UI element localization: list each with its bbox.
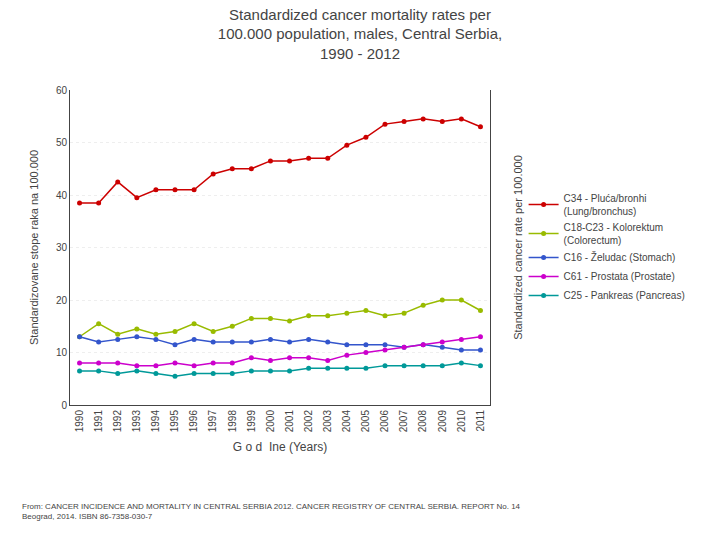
svg-text:2005: 2005 [360, 410, 371, 433]
svg-text:1990: 1990 [74, 410, 85, 433]
svg-text:2009: 2009 [437, 410, 448, 433]
svg-text:40: 40 [56, 190, 68, 201]
svg-text:60: 60 [56, 85, 68, 96]
svg-text:G o d Ine (Years): G o d Ine (Years) [233, 440, 327, 454]
svg-text:C34 - Pluća/bronhi(Lung/bronch: C34 - Pluća/bronhi(Lung/bronchus) [564, 193, 647, 217]
svg-text:Standardized cancer rate per 1: Standardized cancer rate per 100.000 [512, 155, 524, 340]
svg-text:2006: 2006 [379, 410, 390, 433]
svg-text:1991: 1991 [93, 410, 104, 433]
svg-text:2008: 2008 [417, 410, 428, 433]
svg-text:2003: 2003 [322, 410, 333, 433]
svg-text:1997: 1997 [207, 410, 218, 433]
svg-text:2007: 2007 [398, 410, 409, 433]
svg-text:2002: 2002 [303, 410, 314, 433]
svg-text:Standardizovane stope raka na: Standardizovane stope raka na 100.000 [28, 150, 40, 345]
svg-text:50: 50 [56, 137, 68, 148]
svg-text:30: 30 [56, 242, 68, 253]
svg-text:From: CANCER INCIDENCE AND MOR: From: CANCER INCIDENCE AND MORTALITY IN … [22, 502, 521, 521]
svg-text:1996: 1996 [188, 410, 199, 433]
svg-text:C25 - Pankreas (Pancreas): C25 - Pankreas (Pancreas) [564, 290, 685, 301]
svg-text:1994: 1994 [150, 410, 161, 433]
svg-text:1998: 1998 [227, 410, 238, 433]
svg-text:1999: 1999 [246, 410, 257, 433]
svg-text:1995: 1995 [169, 410, 180, 433]
svg-text:C18-C23 - Kolorektum(Colorectu: C18-C23 - Kolorektum(Colorectum) [564, 222, 663, 246]
svg-text:20: 20 [56, 295, 68, 306]
svg-text:0: 0 [61, 400, 67, 411]
svg-text:2004: 2004 [341, 410, 352, 433]
svg-text:1992: 1992 [112, 410, 123, 433]
svg-text:10: 10 [56, 347, 68, 358]
svg-text:2000: 2000 [265, 410, 276, 433]
svg-text:Standardized cancer mortality: Standardized cancer mortality rates per1… [218, 6, 502, 62]
svg-text:2011: 2011 [475, 410, 486, 432]
svg-text:1993: 1993 [131, 410, 142, 433]
svg-text:C16 - Želudac (Stomach): C16 - Želudac (Stomach) [564, 251, 676, 263]
svg-text:C61 - Prostata (Prostate): C61 - Prostata (Prostate) [564, 271, 675, 282]
svg-text:2001: 2001 [284, 410, 295, 433]
svg-text:2010: 2010 [456, 410, 467, 433]
